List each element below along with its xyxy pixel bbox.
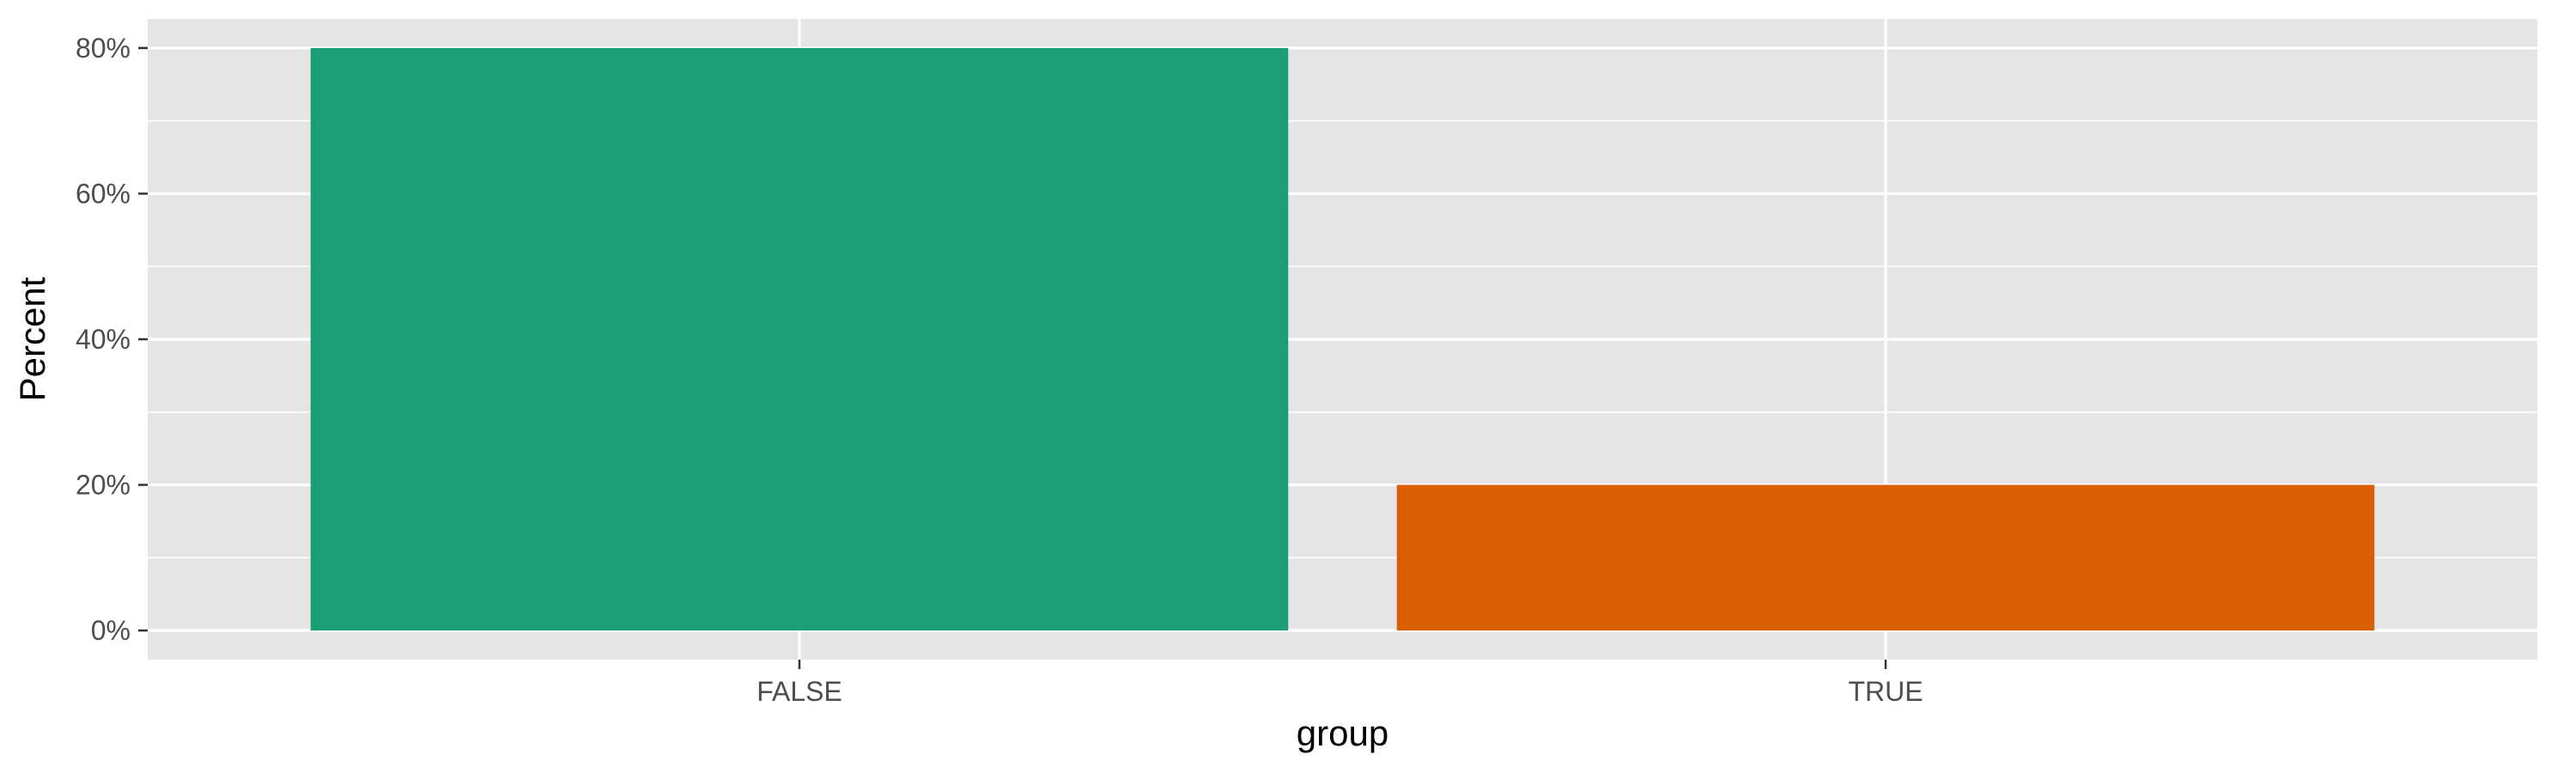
y-tick-label: 80% (76, 33, 131, 64)
y-axis-title: Percent (12, 277, 52, 401)
bars (310, 47, 2375, 631)
y-axis: 0% 20% 40% 60% 80% (76, 33, 148, 646)
bar-false (310, 47, 1289, 631)
y-tick-label: 40% (76, 324, 131, 355)
x-tick-label: FALSE (756, 676, 842, 707)
y-tick-label: 0% (91, 615, 131, 646)
y-tick-label: 20% (76, 470, 131, 501)
x-tick-label: TRUE (1848, 676, 1923, 707)
x-axis-title: group (1297, 713, 1388, 753)
x-axis: FALSE TRUE (756, 660, 1923, 707)
y-tick-label: 60% (76, 178, 131, 209)
bar-true (1396, 484, 2375, 631)
